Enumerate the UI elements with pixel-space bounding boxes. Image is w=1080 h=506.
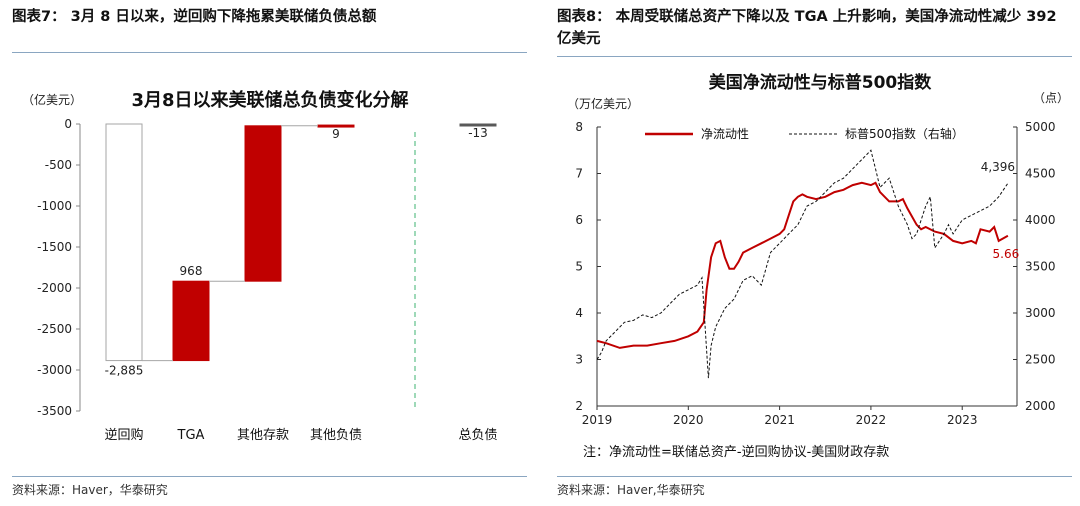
left-y-tick-label: 3	[575, 353, 583, 367]
y-tick-label: -2500	[37, 322, 72, 336]
x-tick-label: 2022	[856, 413, 887, 427]
legend-label-net-liquidity: 净流动性	[701, 127, 749, 141]
bar-value-label: -13	[468, 126, 488, 140]
left-y-tick-label: 2	[575, 399, 583, 413]
right-figure-header: 图表8： 本周受联储总资产下降以及 TGA 上升影响，美国净流动性减少 392 …	[557, 9, 1057, 47]
y-tick-label: -2000	[37, 281, 72, 295]
left-y-tick-label: 6	[575, 213, 583, 227]
bar-value-label: -2,885	[105, 364, 144, 378]
y-tick-label: -3000	[37, 363, 72, 377]
line-chart-title: 美国净流动性与标普500指数	[709, 72, 932, 93]
left-source-note: 资料来源：Haver，华泰研究	[12, 483, 168, 497]
right-y-tick-label: 4500	[1025, 167, 1056, 181]
liquidity-chart: 美国净流动性与标普500指数 （万亿美元） （点） 注：净流动性=联储总资产-逆…	[567, 72, 1069, 460]
y-tick-label: -1000	[37, 199, 72, 213]
bar-value-label: 1,895	[246, 282, 280, 296]
waterfall-chart: 3月8日以来美联储总负债变化分解 （亿美元） 0 -500 -1000 -1500 -2…	[22, 89, 498, 443]
right-y-tick-label: 3500	[1025, 260, 1056, 274]
x-tick-label: 2019	[582, 413, 613, 427]
y-tick-label: 0	[64, 117, 72, 131]
legend-label-sp500: 标普500指数（右轴）	[845, 126, 964, 141]
right-source-note: 资料来源：Haver,华泰研究	[557, 483, 705, 497]
right-header-divider	[557, 56, 1072, 57]
x-tick-label: 2021	[764, 413, 795, 427]
x-tick-label: 2020	[673, 413, 704, 427]
chart-note: 注：净流动性=联储总资产-逆回购协议-美国财政存款	[583, 444, 889, 460]
left-y-tick-label: 4	[575, 306, 583, 320]
category-label: 逆回购	[104, 427, 143, 443]
waterfall-bar	[172, 280, 210, 362]
left-axis-unit: （万亿美元）	[567, 96, 639, 111]
bar-value-label: 9	[332, 127, 340, 141]
waterfall-title: 3月8日以来美联储总负债变化分解	[131, 89, 408, 111]
right-y-tick-label: 5000	[1025, 120, 1056, 134]
right-y-tick-label: 2000	[1025, 399, 1056, 413]
left-figure-header: 图表7： 3月 8 日以来，逆回购下降拖累美联储负债总额	[12, 9, 377, 25]
right-panel: 图表8： 本周受联储总资产下降以及 TGA 上升影响，美国净流动性减少 392 …	[545, 0, 1080, 506]
left-bottom-divider	[12, 476, 527, 477]
right-y-tick-label: 3000	[1025, 306, 1056, 320]
left-y-tick-label: 7	[575, 167, 583, 181]
waterfall-bar	[459, 123, 497, 127]
right-y-tick-label: 4000	[1025, 213, 1056, 227]
y-tick-label: -500	[45, 158, 72, 172]
category-label: 其他负债	[310, 428, 362, 443]
left-y-tick-label: 5	[575, 260, 583, 274]
waterfall-bar	[244, 125, 282, 282]
bar-value-label: 968	[180, 264, 203, 278]
category-label: 总负债	[458, 428, 497, 443]
y-tick-label: -3500	[37, 404, 72, 418]
left-panel: 图表7： 3月 8 日以来，逆回购下降拖累美联储负债总额 3月8日以来美联储总负…	[0, 0, 535, 506]
left-y-tick-label: 8	[575, 120, 583, 134]
left-header-divider	[12, 52, 527, 53]
x-tick-label: 2023	[947, 413, 978, 427]
sp500-end-label: 4,396	[981, 160, 1015, 174]
category-label: 其他存款	[237, 428, 289, 443]
category-label: TGA	[177, 428, 205, 443]
right-y-tick-label: 2500	[1025, 353, 1056, 367]
waterfall-y-unit: （亿美元）	[22, 92, 82, 107]
waterfall-bar	[105, 123, 143, 362]
sp500-line	[596, 149, 1009, 379]
net-liquidity-end-label: 5.66	[993, 247, 1020, 261]
right-axis-unit: （点）	[1033, 91, 1069, 105]
y-tick-label: -1500	[37, 240, 72, 254]
net-liquidity-line	[596, 181, 1009, 349]
right-bottom-divider	[557, 476, 1072, 477]
